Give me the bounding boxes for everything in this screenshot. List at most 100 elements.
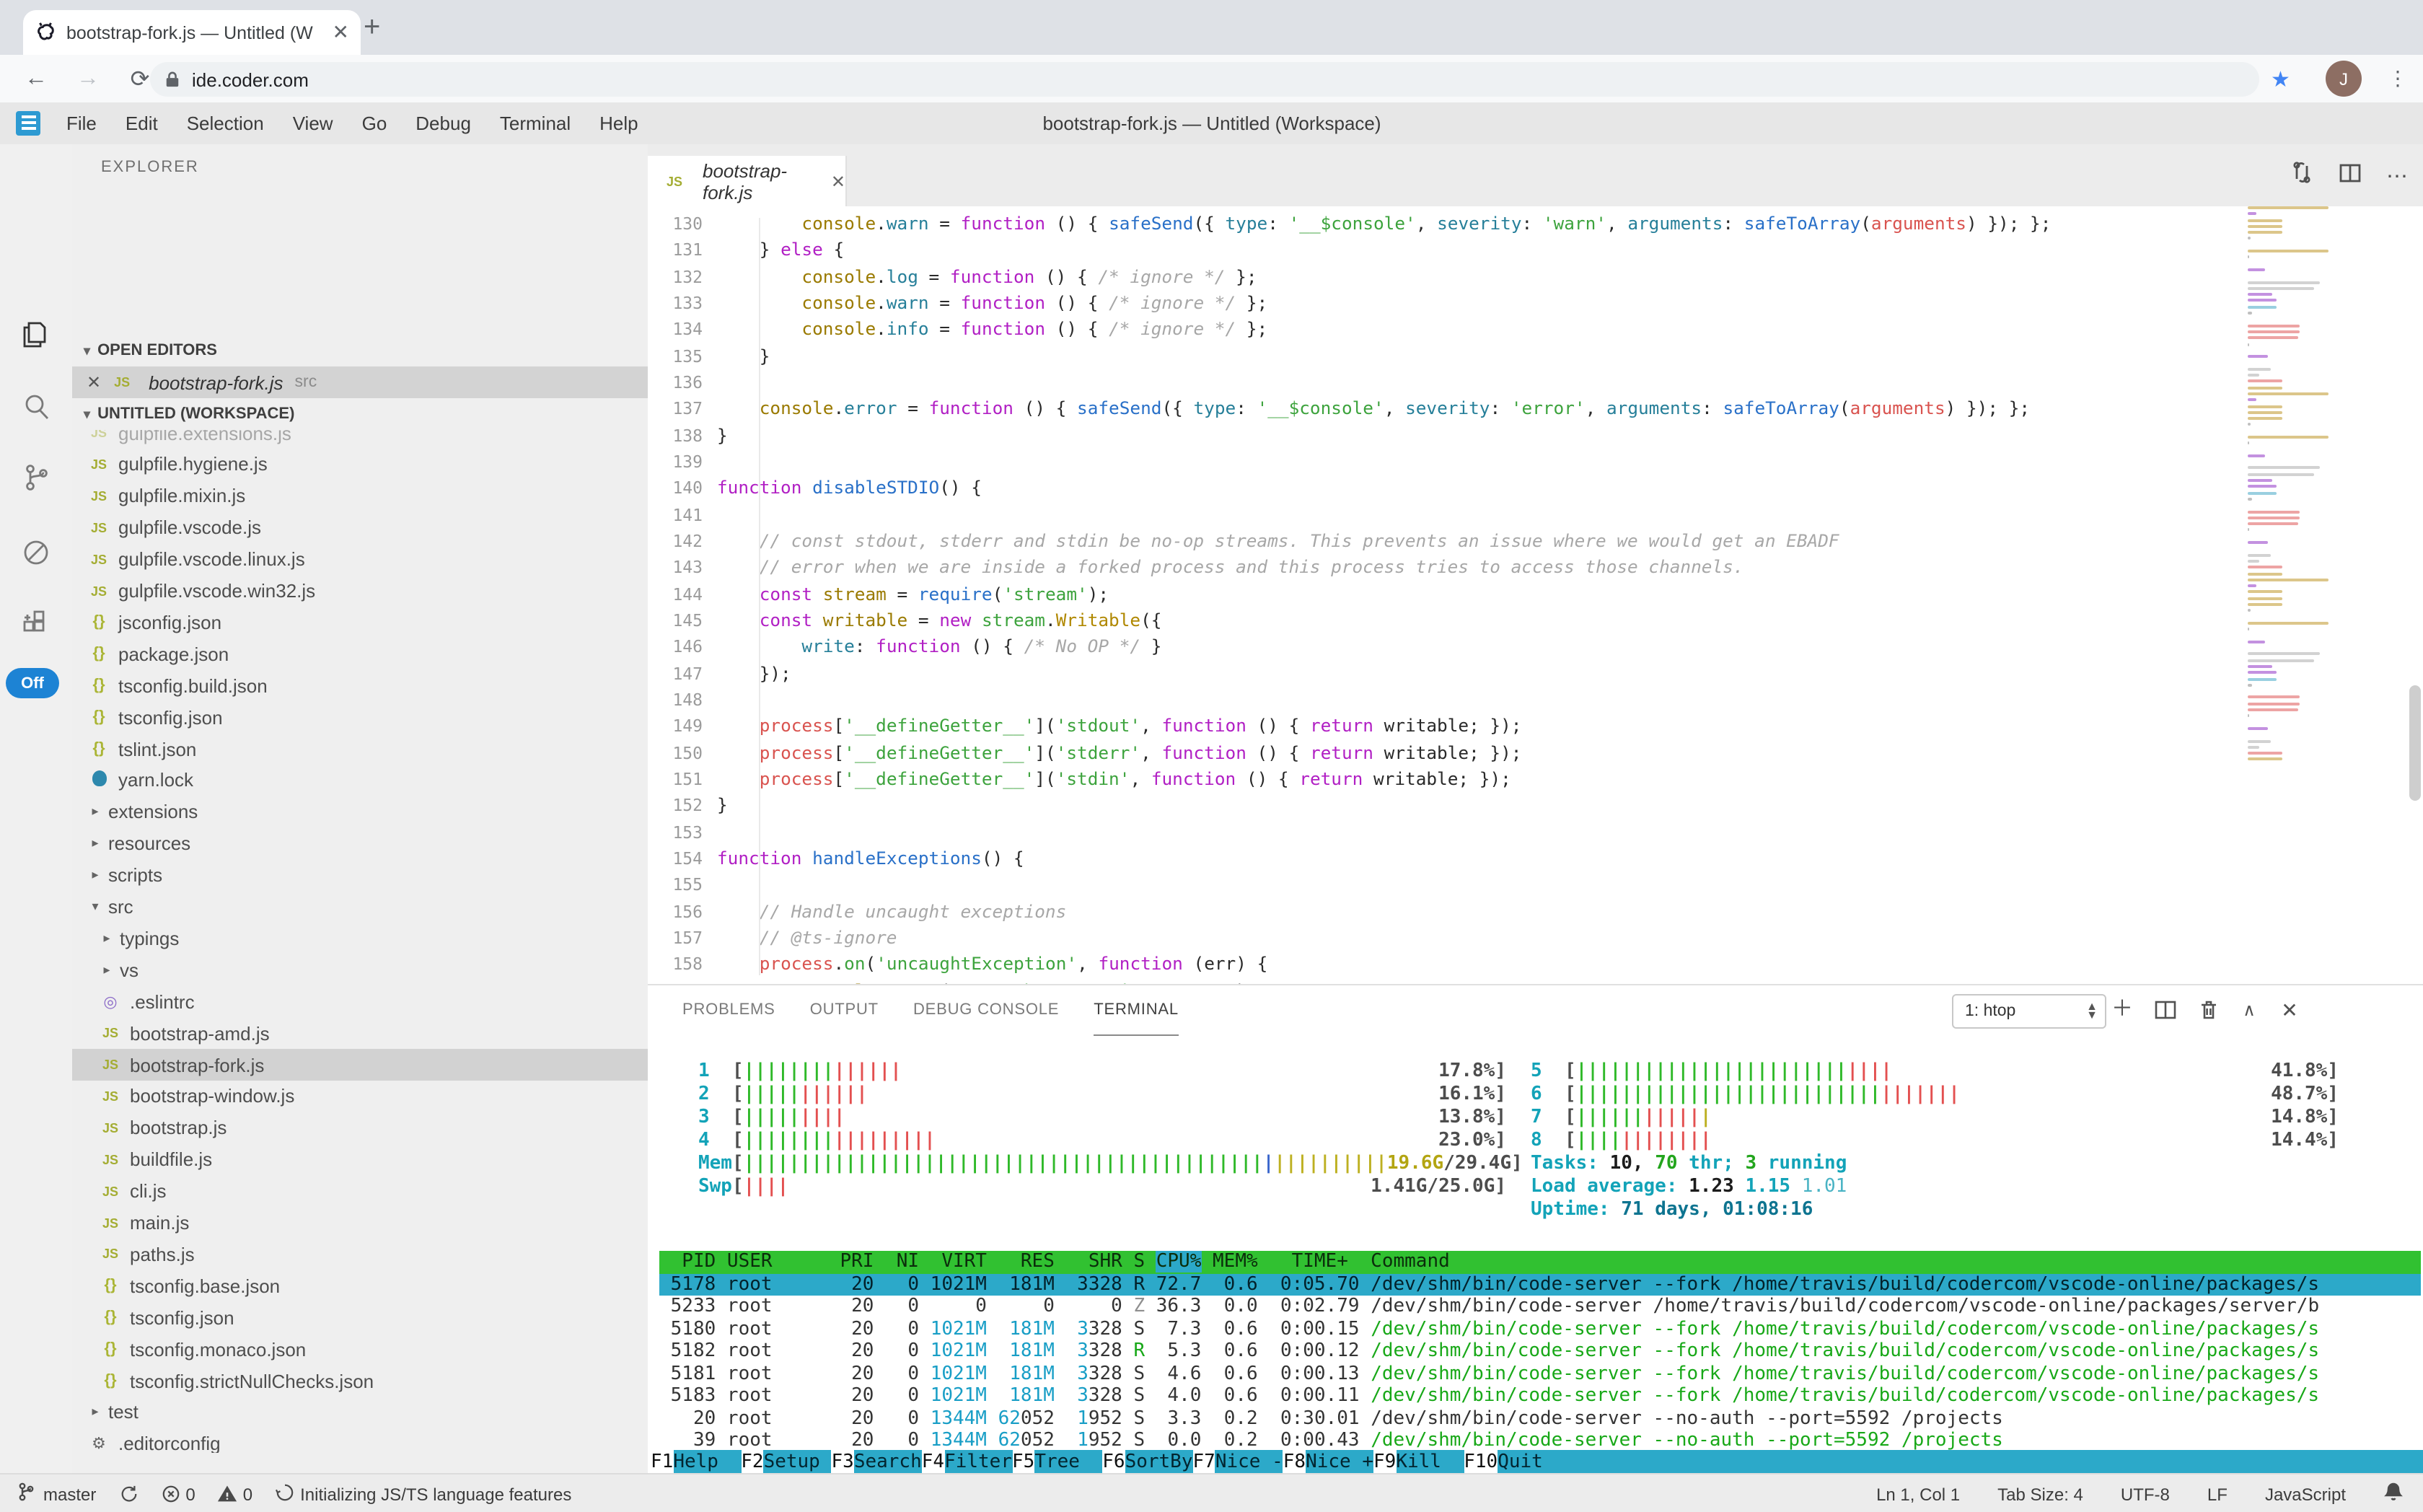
code-editor[interactable]: 130 console.warn = function () { safeSen… — [648, 206, 2207, 984]
tree-item-gulpfile.vscode.linux.js[interactable]: JS gulpfile.vscode.linux.js — [72, 543, 648, 575]
tree-item-tsconfig.build.json[interactable]: {} tsconfig.build.json — [72, 669, 648, 701]
tree-item-bootstrap-fork.js[interactable]: JS bootstrap-fork.js — [72, 1049, 648, 1081]
browser-tab-close-icon[interactable]: ✕ — [332, 20, 349, 43]
fnkey-label[interactable]: Filter — [944, 1450, 1012, 1474]
split-terminal-icon[interactable] — [2154, 998, 2177, 1021]
terminal[interactable]: 1 [|||||||||||||| 17.8%] 2 [||||||||||| 16.… — [659, 1060, 2421, 1450]
status-tab-size-4[interactable]: Tab Size: 4 — [1997, 1484, 2083, 1504]
workspace-header[interactable]: ▾ UNTITLED (WORKSPACE) — [72, 398, 648, 430]
minimap[interactable] — [2248, 206, 2337, 984]
avatar[interactable]: J — [2326, 61, 2362, 97]
new-tab-button[interactable]: + — [364, 12, 381, 43]
tree-item-vs[interactable]: ▸ vs — [72, 954, 648, 986]
editor-scrollbar[interactable] — [2409, 685, 2421, 801]
fnkey-f1[interactable]: F1 — [651, 1451, 674, 1473]
tree-item-cli.js[interactable]: JS cli.js — [72, 1175, 648, 1207]
tree-item-gulpfile.vscode.win32.js[interactable]: JS gulpfile.vscode.win32.js — [72, 575, 648, 607]
tree-item-bootstrap-amd.js[interactable]: JS bootstrap-amd.js — [72, 1017, 648, 1049]
browser-menu-icon[interactable]: ⋮ — [2388, 66, 2409, 89]
fnkey-label[interactable]: Help — [673, 1450, 742, 1474]
kill-terminal-icon[interactable] — [2197, 998, 2220, 1021]
back-icon[interactable]: ← — [25, 66, 48, 90]
debug-icon[interactable] — [19, 535, 53, 570]
language-status[interactable]: Initializing JS/TS language features — [276, 1482, 571, 1506]
panel-tab-output[interactable]: OUTPUT — [809, 1001, 879, 1019]
fnkey-label[interactable]: Tree — [1034, 1450, 1103, 1474]
tree-item-bootstrap-window.js[interactable]: JS bootstrap-window.js — [72, 1081, 648, 1112]
close-panel-icon[interactable]: ✕ — [2281, 998, 2298, 1021]
fnkey-f5[interactable]: F5 — [1012, 1451, 1035, 1473]
source-control-icon[interactable] — [19, 460, 53, 495]
panel-tab-problems[interactable]: PROBLEMS — [682, 1001, 775, 1019]
explorer-icon[interactable] — [19, 317, 53, 352]
tree-item-resources[interactable]: ▸ resources — [72, 827, 648, 859]
tree-item-scripts[interactable]: ▸ scripts — [72, 859, 648, 891]
fnkey-f4[interactable]: F4 — [921, 1451, 945, 1473]
fnkey-f10[interactable]: F10 — [1464, 1451, 1498, 1473]
process-row[interactable]: 5182 root 20 0 1021M 181M 3328 R 5.3 0.6… — [659, 1340, 2421, 1363]
menu-help[interactable]: Help — [599, 113, 638, 134]
fnkey-label[interactable]: Kill — [1396, 1450, 1464, 1474]
tree-item-buildfile.js[interactable]: JS buildfile.js — [72, 1143, 648, 1175]
fnkey-label[interactable]: SortBy — [1125, 1450, 1193, 1474]
tree-item-gulpfile.hygiene.js[interactable]: JS gulpfile.hygiene.js — [72, 449, 648, 480]
tree-item-tsconfig.base.json[interactable]: {} tsconfig.base.json — [72, 1270, 648, 1302]
sync-icon[interactable] — [119, 1485, 138, 1503]
extensions-icon[interactable] — [19, 606, 53, 641]
terminal-select[interactable]: 1: htop ▲ ▼ — [1952, 994, 2106, 1029]
tree-item-extensions[interactable]: ▸ extensions — [72, 796, 648, 828]
tree-item-yarn.lock[interactable]: yarn.lock — [72, 765, 648, 796]
tree-item-.eslintrc[interactable]: ◎ .eslintrc — [72, 985, 648, 1017]
fnkey-f3[interactable]: F3 — [831, 1451, 854, 1473]
warnings-indicator[interactable]: 0 — [218, 1484, 252, 1504]
tree-item-gulpfile.extensions.js[interactable]: JS gulpfile.extensions.js — [72, 430, 648, 449]
process-row[interactable]: 5183 root 20 0 1021M 181M 3328 S 4.0 0.6… — [659, 1385, 2421, 1407]
forward-icon[interactable]: → — [76, 66, 100, 90]
tree-item-jsconfig.json[interactable]: {} jsconfig.json — [72, 607, 648, 638]
bell-icon[interactable] — [2383, 1482, 2404, 1506]
tree-item-tsconfig.json[interactable]: {} tsconfig.json — [72, 701, 648, 733]
status-utf-8[interactable]: UTF-8 — [2120, 1484, 2170, 1504]
refresh-icon[interactable]: ⟳ — [130, 67, 150, 92]
panel-tab-debug-console[interactable]: DEBUG CONSOLE — [913, 1001, 1060, 1019]
fnkey-label[interactable]: Nice + — [1306, 1450, 1373, 1474]
menu-view[interactable]: View — [292, 113, 333, 134]
menu-debug[interactable]: Debug — [415, 113, 471, 134]
status-ln-1-col-1[interactable]: Ln 1, Col 1 — [1876, 1484, 1961, 1504]
process-row[interactable]: 20 root 20 0 1344M 62052 1952 S 3.3 0.2 … — [659, 1407, 2421, 1430]
menu-file[interactable]: File — [66, 113, 97, 134]
process-row[interactable]: 5178 root 20 0 1021M 181M 3328 R 72.7 0.… — [659, 1273, 2421, 1296]
tree-item-main.js[interactable]: JS main.js — [72, 1207, 648, 1239]
process-row[interactable]: 5180 root 20 0 1021M 181M 3328 S 7.3 0.6… — [659, 1318, 2421, 1340]
url-bar[interactable]: ide.coder.com — [150, 62, 2259, 97]
status-lf[interactable]: LF — [2207, 1484, 2228, 1504]
tree-item-src[interactable]: ▾ src — [72, 891, 648, 923]
tree-item-bootstrap.js[interactable]: JS bootstrap.js — [72, 1112, 648, 1144]
tree-item-typings[interactable]: ▸ typings — [72, 923, 648, 954]
tree-item-.editorconfig[interactable]: ⚙ .editorconfig — [72, 1428, 648, 1453]
menu-edit[interactable]: Edit — [125, 113, 158, 134]
tree-item-gulpfile.vscode.js[interactable]: JS gulpfile.vscode.js — [72, 511, 648, 543]
open-changes-icon[interactable] — [2290, 160, 2314, 192]
fnkey-label[interactable]: Search — [853, 1450, 922, 1474]
fnkey-f7[interactable]: F7 — [1192, 1451, 1215, 1473]
process-row[interactable]: 5233 root 20 0 0 0 0 Z 36.3 0.0 0:02.79 … — [659, 1296, 2421, 1318]
fnkey-label[interactable]: Setup — [763, 1450, 832, 1474]
tree-item-gulpfile.mixin.js[interactable]: JS gulpfile.mixin.js — [72, 480, 648, 512]
more-actions-icon[interactable]: ⋯ — [2386, 164, 2409, 189]
vscode-logo-icon[interactable] — [16, 111, 40, 136]
fnkey-f8[interactable]: F8 — [1283, 1451, 1306, 1473]
open-editors-header[interactable]: ▾ OPEN EDITORS — [72, 335, 648, 366]
off-badge[interactable]: Off — [6, 668, 59, 698]
tree-item-test[interactable]: ▸ test — [72, 1397, 648, 1428]
tree-item-tsconfig.json[interactable]: {} tsconfig.json — [72, 1301, 648, 1333]
errors-indicator[interactable]: 0 — [161, 1484, 195, 1504]
bookmark-star-icon[interactable]: ★ — [2271, 68, 2290, 92]
fnkey-label[interactable]: Quit — [1498, 1450, 1543, 1474]
tree-item-paths.js[interactable]: JS paths.js — [72, 1239, 648, 1270]
process-row[interactable]: 39 root 20 0 1344M 62052 1952 S 0.0 0.2 … — [659, 1430, 2421, 1450]
tree-item-tsconfig.strictNullChecks.json[interactable]: {} tsconfig.strictNullChecks.json — [72, 1365, 648, 1397]
search-icon[interactable] — [19, 390, 53, 424]
tree-item-tsconfig.monaco.json[interactable]: {} tsconfig.monaco.json — [72, 1333, 648, 1365]
menu-go[interactable]: Go — [361, 113, 387, 134]
